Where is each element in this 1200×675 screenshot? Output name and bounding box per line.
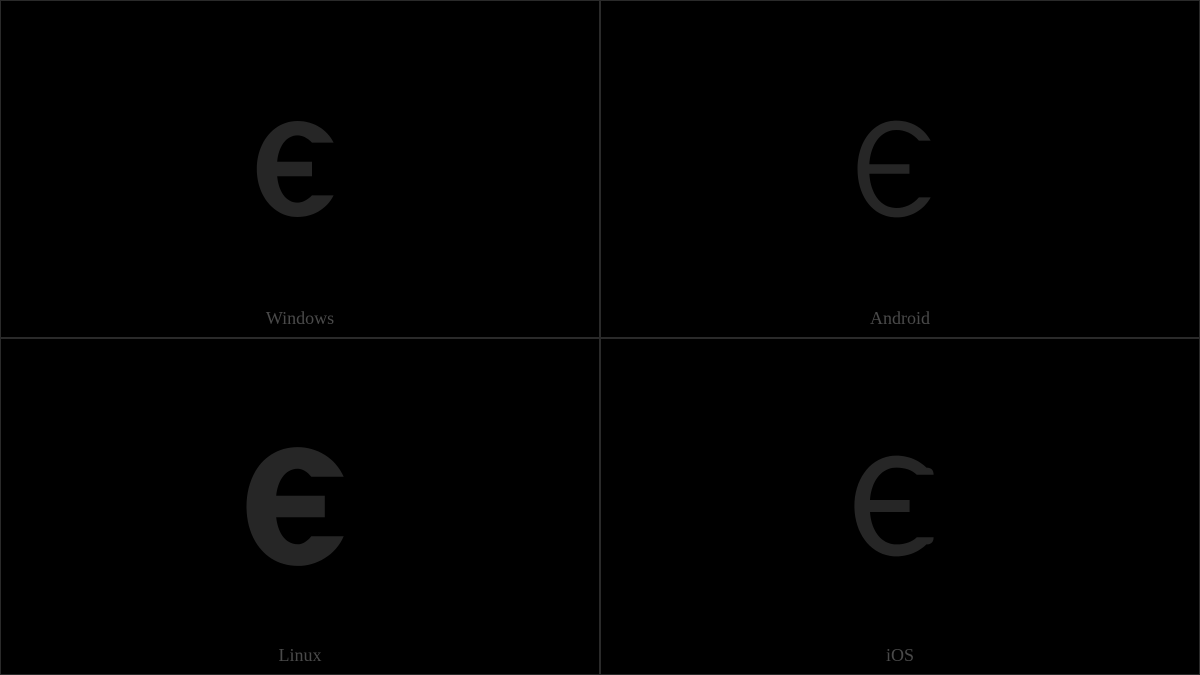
glyph-comparison-grid: Windows Android Linux iOS [0,0,1200,675]
epsilon-glyph-icon [841,110,959,228]
epsilon-glyph-icon [240,109,360,229]
platform-label: Windows [1,308,599,329]
platform-label: iOS [601,645,1199,666]
glyph-windows [1,1,599,337]
platform-label: Linux [1,645,599,666]
glyph-android [601,1,1199,337]
cell-linux: Linux [0,338,600,675]
cell-android: Android [600,0,1200,338]
glyph-linux [1,339,599,675]
glyph-ios [601,339,1199,675]
platform-label: Android [601,308,1199,329]
epsilon-glyph-icon [233,439,368,574]
cell-windows: Windows [0,0,600,338]
epsilon-glyph-icon [840,446,960,566]
cell-ios: iOS [600,338,1200,675]
